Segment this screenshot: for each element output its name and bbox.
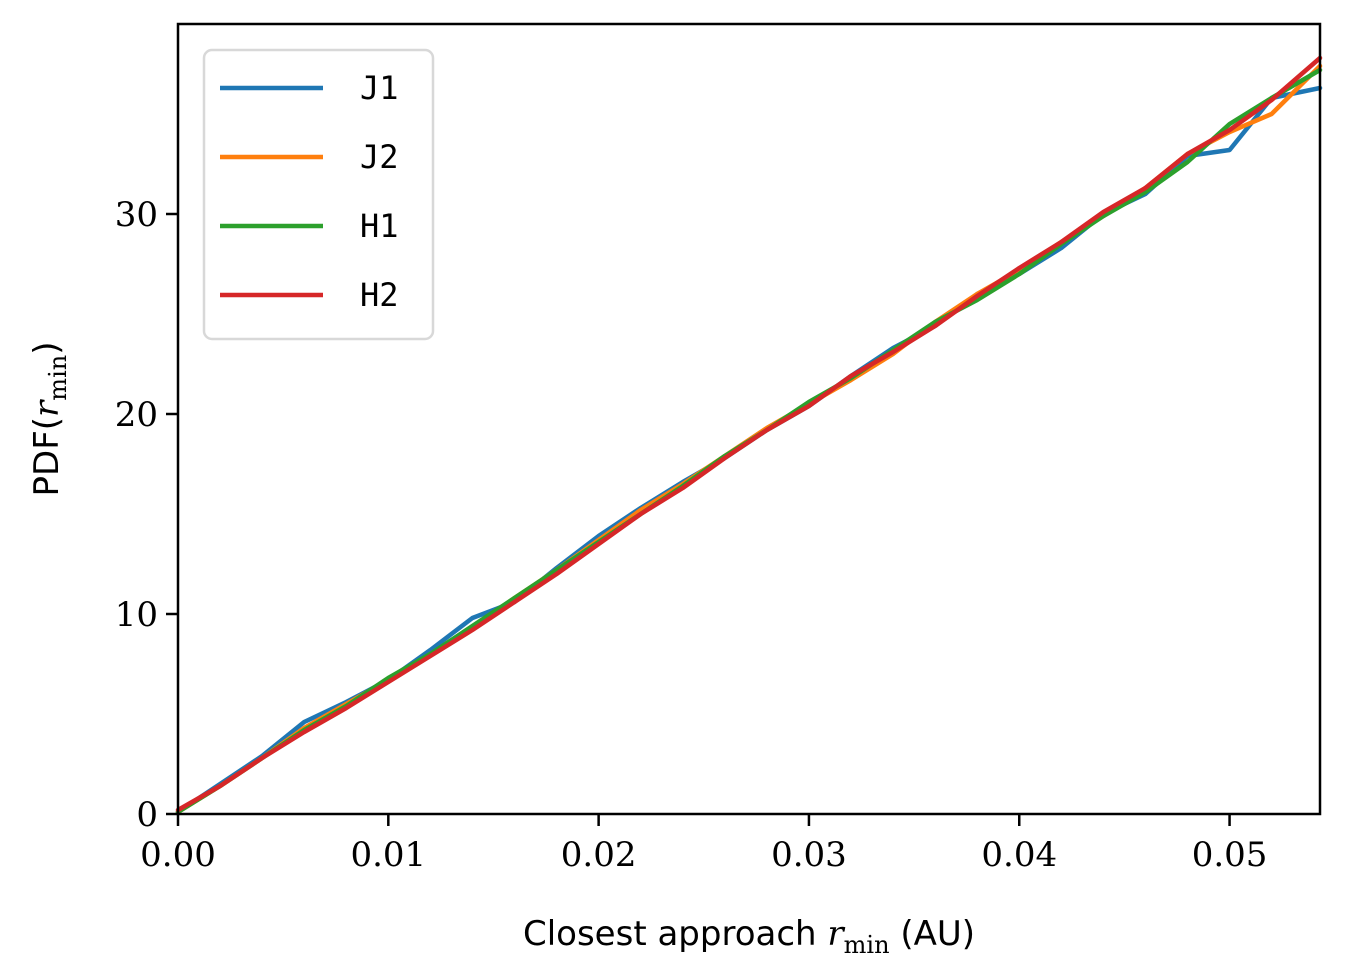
x-tick-label: 0.03 xyxy=(771,835,847,875)
y-tick-label: 0 xyxy=(136,795,158,835)
x-axis-label: Closest approach rmin (AU) xyxy=(523,914,975,959)
series-line-h2 xyxy=(175,55,1323,813)
legend-label-j1: J1 xyxy=(360,69,399,107)
legend-label-h2: H2 xyxy=(360,276,399,314)
y-tick-label: 10 xyxy=(115,595,158,635)
x-tick-label: 0.04 xyxy=(981,835,1057,875)
plot-frame xyxy=(176,22,1322,816)
x-axis: 0.00 0.01 0.02 0.03 0.04 0.05 xyxy=(140,814,1267,875)
series-layer xyxy=(175,55,1323,815)
y-axis: 0 10 20 30 xyxy=(115,195,178,835)
x-tick-label: 0.00 xyxy=(140,835,216,875)
legend-box xyxy=(202,48,435,341)
legend: J1 J2 H1 H2 xyxy=(202,48,435,341)
y-axis-label: PDF(rmin) xyxy=(27,342,72,497)
legend-label-j2: J2 xyxy=(360,138,399,176)
x-tick-label: 0.01 xyxy=(350,835,426,875)
y-tick-label: 20 xyxy=(115,395,158,435)
legend-label-h1: H1 xyxy=(360,207,399,245)
x-tick-label: 0.02 xyxy=(561,835,637,875)
y-tick-label: 30 xyxy=(115,195,158,235)
x-tick-label: 0.05 xyxy=(1192,835,1268,875)
